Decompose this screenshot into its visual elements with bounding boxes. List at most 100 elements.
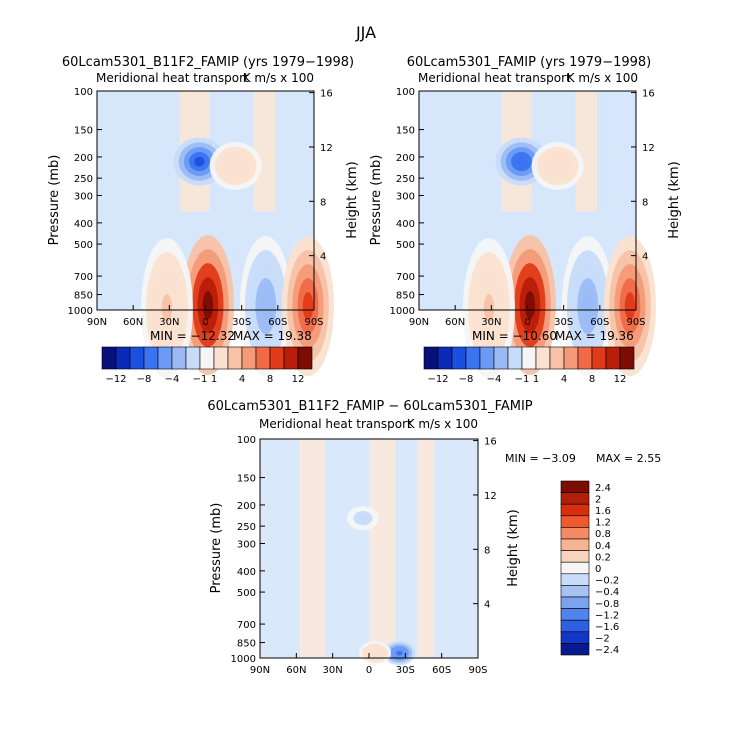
colorbar-swatch [283,346,299,370]
y-tick-label: 500 [237,588,256,599]
y-tick-label: 100 [237,435,256,446]
contour-neg [582,292,593,321]
x-tick-label: 90N [409,317,429,328]
y-tick-label: 100 [396,87,415,98]
colorbar-swatch [560,561,590,575]
y-tick-label: 300 [396,191,415,202]
y-tick-label: 400 [396,219,415,230]
height-tick-label: 4 [642,252,648,263]
y-tick-label: 500 [396,240,415,251]
colorbar-label: 1 [211,374,217,385]
colorbar-label: −0.8 [595,599,619,610]
contour-pos [524,291,536,320]
panel-subtitle-left: Meridional heat transport [96,71,249,85]
colorbar-swatch [171,346,187,370]
y-tick-label: 100 [74,87,93,98]
y-tick-label: 700 [74,272,93,283]
x-tick-label: 30N [159,317,179,328]
contour-neg [260,292,271,321]
colorbar-swatch [560,538,590,551]
height-tick-label: 4 [320,252,326,263]
y-tick-label: 700 [396,272,415,283]
colorbar-swatch [560,619,590,633]
y-tick-label: 850 [237,639,256,650]
panel-subtitle-left: Meridional heat transport [418,71,571,85]
colorbar: 2.421.61.20.80.40.20−0.2−0.4−0.8−1.2−1.6… [560,480,619,656]
contour-pos [624,292,636,321]
colorbar-label: −0.2 [595,576,619,587]
y-tick-label: 850 [396,291,415,302]
x-tick-label: 90S [468,665,487,676]
x-tick-label: 30N [481,317,501,328]
contour-pos [302,292,314,321]
heatmap-field [419,91,656,379]
panel-subtitle-right: K m/s x 100 [407,417,478,431]
colorbar-label: 2 [595,494,601,505]
colorbar-label: 8 [589,374,595,385]
colorbar-swatch [129,346,145,370]
y-tick-label: 300 [74,191,93,202]
colorbar-swatch [560,550,590,563]
colorbar-swatch [535,346,551,370]
colorbar: −12 −8 −4 −1 1 4 8 12 [101,346,313,385]
colorbar-label: −4 [487,374,502,385]
contour-pos [202,291,214,320]
colorbar-swatch [560,631,590,644]
colorbar-swatch [451,346,467,370]
colorbar-label: 12 [614,374,627,385]
latitude-axis: 90N 60N 30N 0 30S 60S 90S [250,653,488,676]
max-label: MAX = 19.36 [555,329,634,343]
colorbar-label: 2.4 [595,483,611,494]
height-tick-label: 8 [484,545,490,556]
pressure-axis: 100 150 200 250 300 400 500 700 850 1000 [231,435,265,665]
colorbar-swatch [437,346,453,370]
min-label: MIN = −3.09 [505,452,576,465]
x-tick-label: 60N [286,665,306,676]
x-tick-label: 90S [626,317,645,328]
panel-3: 60Lcam5301_B11F2_FAMIP − 60Lcam5301_FAMI… [207,399,661,676]
colorbar-swatch [101,346,117,370]
contour-neg [359,515,367,521]
warm-band [575,91,597,212]
x-tick-label: 60S [432,665,451,676]
contour-pos [230,161,241,171]
panel-1: 60Lcam5301_B11F2_FAMIP (yrs 1979−1998) M… [47,55,360,385]
colorbar-label: 1 [533,374,539,385]
y-tick-label: 250 [237,522,256,533]
colorbar-swatch [560,527,590,540]
height-tick-label: 12 [484,491,497,502]
x-tick-label: 90N [250,665,270,676]
height-tick-label: 12 [642,143,655,154]
panel-title: 60Lcam5301_B11F2_FAMIP − 60Lcam5301_FAMI… [207,399,532,414]
panel-2: 60Lcam5301_FAMIP (yrs 1979−1998) Meridio… [369,55,682,385]
colorbar-label: −4 [165,374,180,385]
colorbar-label: −2 [595,634,610,645]
contour-pos [161,294,173,323]
y-axis-label: Pressure (mb) [47,155,62,246]
x-tick-label: 60N [445,317,465,328]
panel-title: 60Lcam5301_FAMIP (yrs 1979−1998) [407,55,652,70]
colorbar-swatch [549,346,565,370]
y-tick-label: 150 [396,126,415,137]
colorbar-swatch [423,346,439,370]
colorbar-swatch [619,346,635,370]
height-tick-label: 16 [484,437,497,448]
colorbar-swatch [560,503,590,517]
colorbar-swatch [563,346,579,370]
x-tick-label: 90S [304,317,323,328]
contour-neg [396,650,403,656]
colorbar-label: 0.2 [595,552,611,563]
contour-pos [552,161,563,171]
colorbar-label: −1.6 [595,622,619,633]
colorbar-label: 0.4 [595,541,611,552]
figure-title: JJA [355,23,376,42]
x-tick-label: 0 [202,317,208,328]
height-axis: 16 12 8 4 [631,89,655,263]
x-tick-label: 90N [87,317,107,328]
warm-band [299,439,326,658]
colorbar-swatch [143,346,159,370]
colorbar-label: −8 [459,374,474,385]
colorbar-swatch [560,608,590,621]
colorbar-swatch [560,480,590,493]
